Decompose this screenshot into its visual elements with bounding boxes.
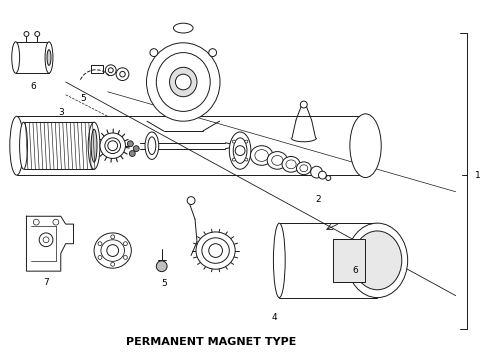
Ellipse shape — [10, 116, 24, 175]
Circle shape — [129, 150, 135, 157]
Circle shape — [318, 171, 326, 179]
Ellipse shape — [101, 240, 124, 261]
Ellipse shape — [105, 138, 121, 153]
Ellipse shape — [94, 233, 131, 268]
Text: 3: 3 — [58, 108, 64, 117]
Ellipse shape — [173, 23, 193, 33]
Circle shape — [107, 245, 119, 256]
Ellipse shape — [20, 122, 27, 169]
Ellipse shape — [267, 152, 288, 169]
Text: 7: 7 — [43, 278, 49, 287]
Ellipse shape — [196, 232, 235, 269]
Ellipse shape — [202, 238, 229, 263]
Bar — [333, 239, 365, 282]
Ellipse shape — [147, 43, 220, 121]
Circle shape — [187, 197, 195, 204]
Ellipse shape — [300, 165, 308, 172]
Circle shape — [108, 141, 118, 150]
Ellipse shape — [282, 157, 300, 172]
Circle shape — [111, 262, 115, 266]
Ellipse shape — [273, 223, 285, 298]
Text: 5: 5 — [80, 94, 86, 103]
Circle shape — [175, 74, 191, 90]
Circle shape — [35, 32, 40, 36]
Ellipse shape — [353, 231, 402, 290]
Text: 4: 4 — [271, 313, 277, 322]
Text: 6: 6 — [30, 82, 36, 91]
Ellipse shape — [88, 122, 100, 169]
Circle shape — [156, 261, 167, 272]
Ellipse shape — [12, 42, 20, 73]
Circle shape — [98, 242, 102, 246]
Ellipse shape — [255, 150, 269, 161]
Circle shape — [24, 32, 29, 36]
Ellipse shape — [229, 132, 251, 169]
Ellipse shape — [350, 114, 381, 177]
Text: 5: 5 — [161, 279, 167, 288]
Ellipse shape — [45, 42, 53, 73]
Circle shape — [108, 68, 113, 73]
Text: 6: 6 — [353, 266, 359, 275]
Circle shape — [120, 71, 125, 77]
Circle shape — [53, 219, 59, 225]
Circle shape — [116, 68, 129, 81]
Circle shape — [43, 237, 49, 243]
Circle shape — [232, 158, 235, 161]
Circle shape — [105, 65, 116, 76]
Circle shape — [245, 158, 248, 161]
Circle shape — [209, 244, 222, 257]
Text: PERMANENT MAGNET TYPE: PERMANENT MAGNET TYPE — [125, 337, 296, 347]
Ellipse shape — [250, 146, 273, 165]
Circle shape — [123, 242, 127, 246]
Circle shape — [300, 101, 307, 108]
Circle shape — [133, 146, 139, 152]
Circle shape — [235, 146, 245, 156]
Ellipse shape — [296, 162, 311, 175]
Ellipse shape — [47, 50, 51, 66]
Circle shape — [326, 176, 331, 180]
Ellipse shape — [148, 137, 156, 154]
Ellipse shape — [271, 156, 283, 165]
Ellipse shape — [145, 132, 159, 159]
Ellipse shape — [156, 53, 210, 111]
Ellipse shape — [91, 129, 97, 162]
Circle shape — [111, 235, 115, 239]
Circle shape — [232, 140, 235, 143]
Circle shape — [123, 256, 127, 259]
Ellipse shape — [100, 133, 125, 158]
Circle shape — [245, 140, 248, 143]
Circle shape — [209, 49, 217, 57]
Text: 2: 2 — [316, 195, 321, 204]
Circle shape — [127, 141, 133, 147]
Ellipse shape — [286, 160, 296, 169]
Ellipse shape — [170, 67, 197, 97]
Ellipse shape — [233, 138, 247, 163]
Circle shape — [150, 49, 158, 57]
Circle shape — [311, 166, 322, 178]
Ellipse shape — [347, 223, 408, 298]
Circle shape — [33, 219, 39, 225]
Bar — [16, 42, 49, 73]
Text: 1: 1 — [475, 171, 481, 180]
Circle shape — [39, 233, 53, 247]
Circle shape — [98, 256, 102, 259]
